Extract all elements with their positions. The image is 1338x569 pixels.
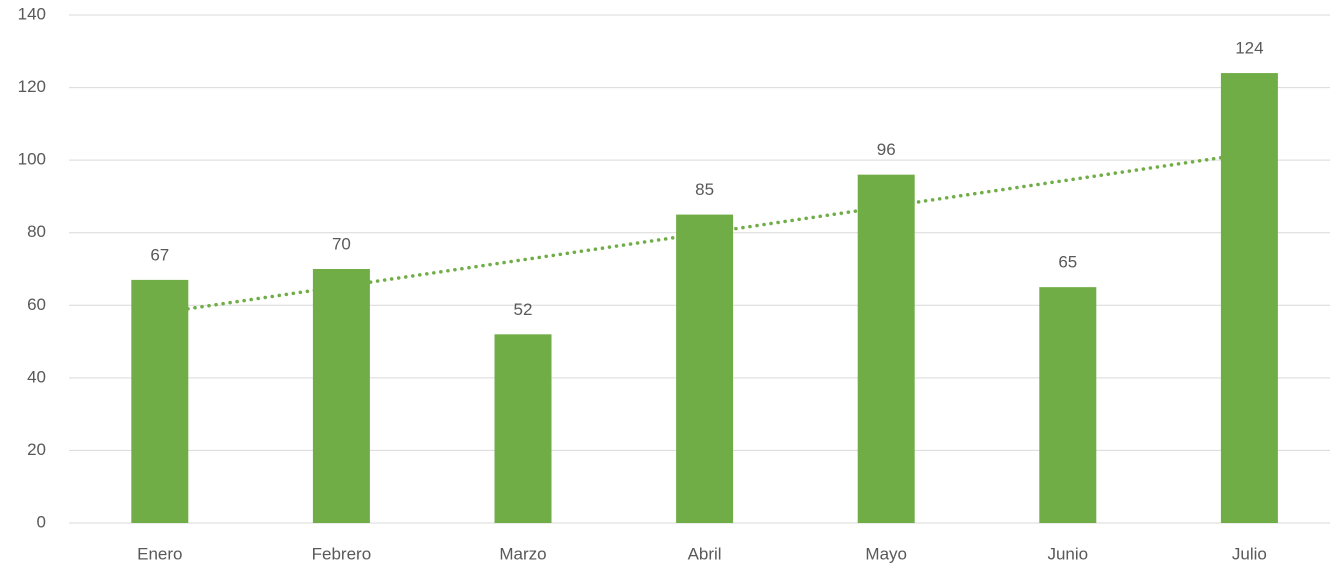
bar [1039, 287, 1097, 523]
data-label: 52 [514, 300, 533, 319]
x-tick-label: Marzo [499, 544, 546, 563]
data-label: 70 [332, 234, 351, 253]
data-label: 67 [150, 245, 169, 264]
bar [857, 174, 915, 523]
bar [312, 269, 370, 523]
y-tick-label: 80 [27, 222, 46, 241]
y-tick-label: 100 [18, 150, 46, 169]
y-tick-label: 20 [27, 440, 46, 459]
trendline [158, 151, 1252, 315]
data-label: 65 [1058, 253, 1077, 272]
x-tick-label: Enero [137, 544, 182, 563]
data-label: 96 [877, 140, 896, 159]
bar [494, 334, 552, 523]
bar [676, 214, 734, 524]
x-tick-label: Febrero [312, 544, 372, 563]
data-label: 124 [1235, 39, 1263, 58]
x-tick-label: Abril [688, 544, 722, 563]
x-tick-label: Mayo [865, 544, 907, 563]
y-tick-label: 0 [37, 512, 46, 531]
x-tick-label: Julio [1232, 544, 1267, 563]
data-label: 85 [695, 180, 714, 199]
bar [131, 279, 189, 523]
y-tick-label: 60 [27, 295, 46, 314]
bar [1220, 73, 1278, 524]
y-tick-label: 140 [18, 4, 46, 23]
x-tick-label: Junio [1047, 544, 1088, 563]
y-tick-label: 40 [27, 367, 46, 386]
y-tick-label: 120 [18, 77, 46, 96]
